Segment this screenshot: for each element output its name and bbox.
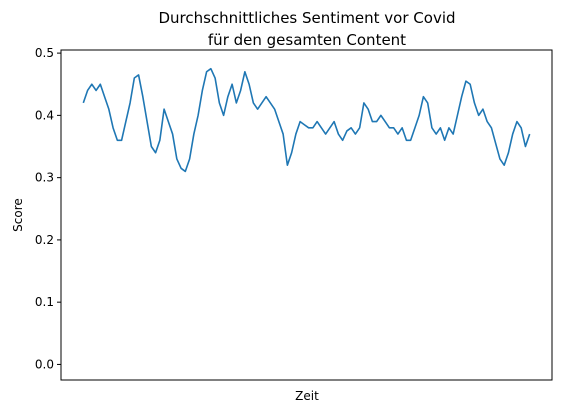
x-axis-label: Zeit	[295, 389, 319, 403]
y-tick-label: 0.5	[35, 46, 54, 60]
y-tick-label: 0.2	[35, 233, 54, 247]
series-line	[82, 67, 531, 173]
y-tick-label: 0.4	[35, 108, 54, 122]
plot-area	[82, 67, 531, 173]
plot-frame	[60, 49, 553, 381]
y-tick-label: 0.1	[35, 295, 54, 309]
chart-title-line-2: für den gesamten Content	[208, 31, 406, 49]
chart-title-line-1: Durchschnittliches Sentiment vor Covid	[158, 9, 455, 27]
y-axis-ticks: 0.0 0.1 0.2 0.3 0.4 0.5	[35, 46, 61, 371]
y-tick-label: 0.0	[35, 357, 54, 371]
y-tick-label: 0.3	[35, 171, 54, 185]
y-axis-label: Score	[11, 198, 25, 232]
